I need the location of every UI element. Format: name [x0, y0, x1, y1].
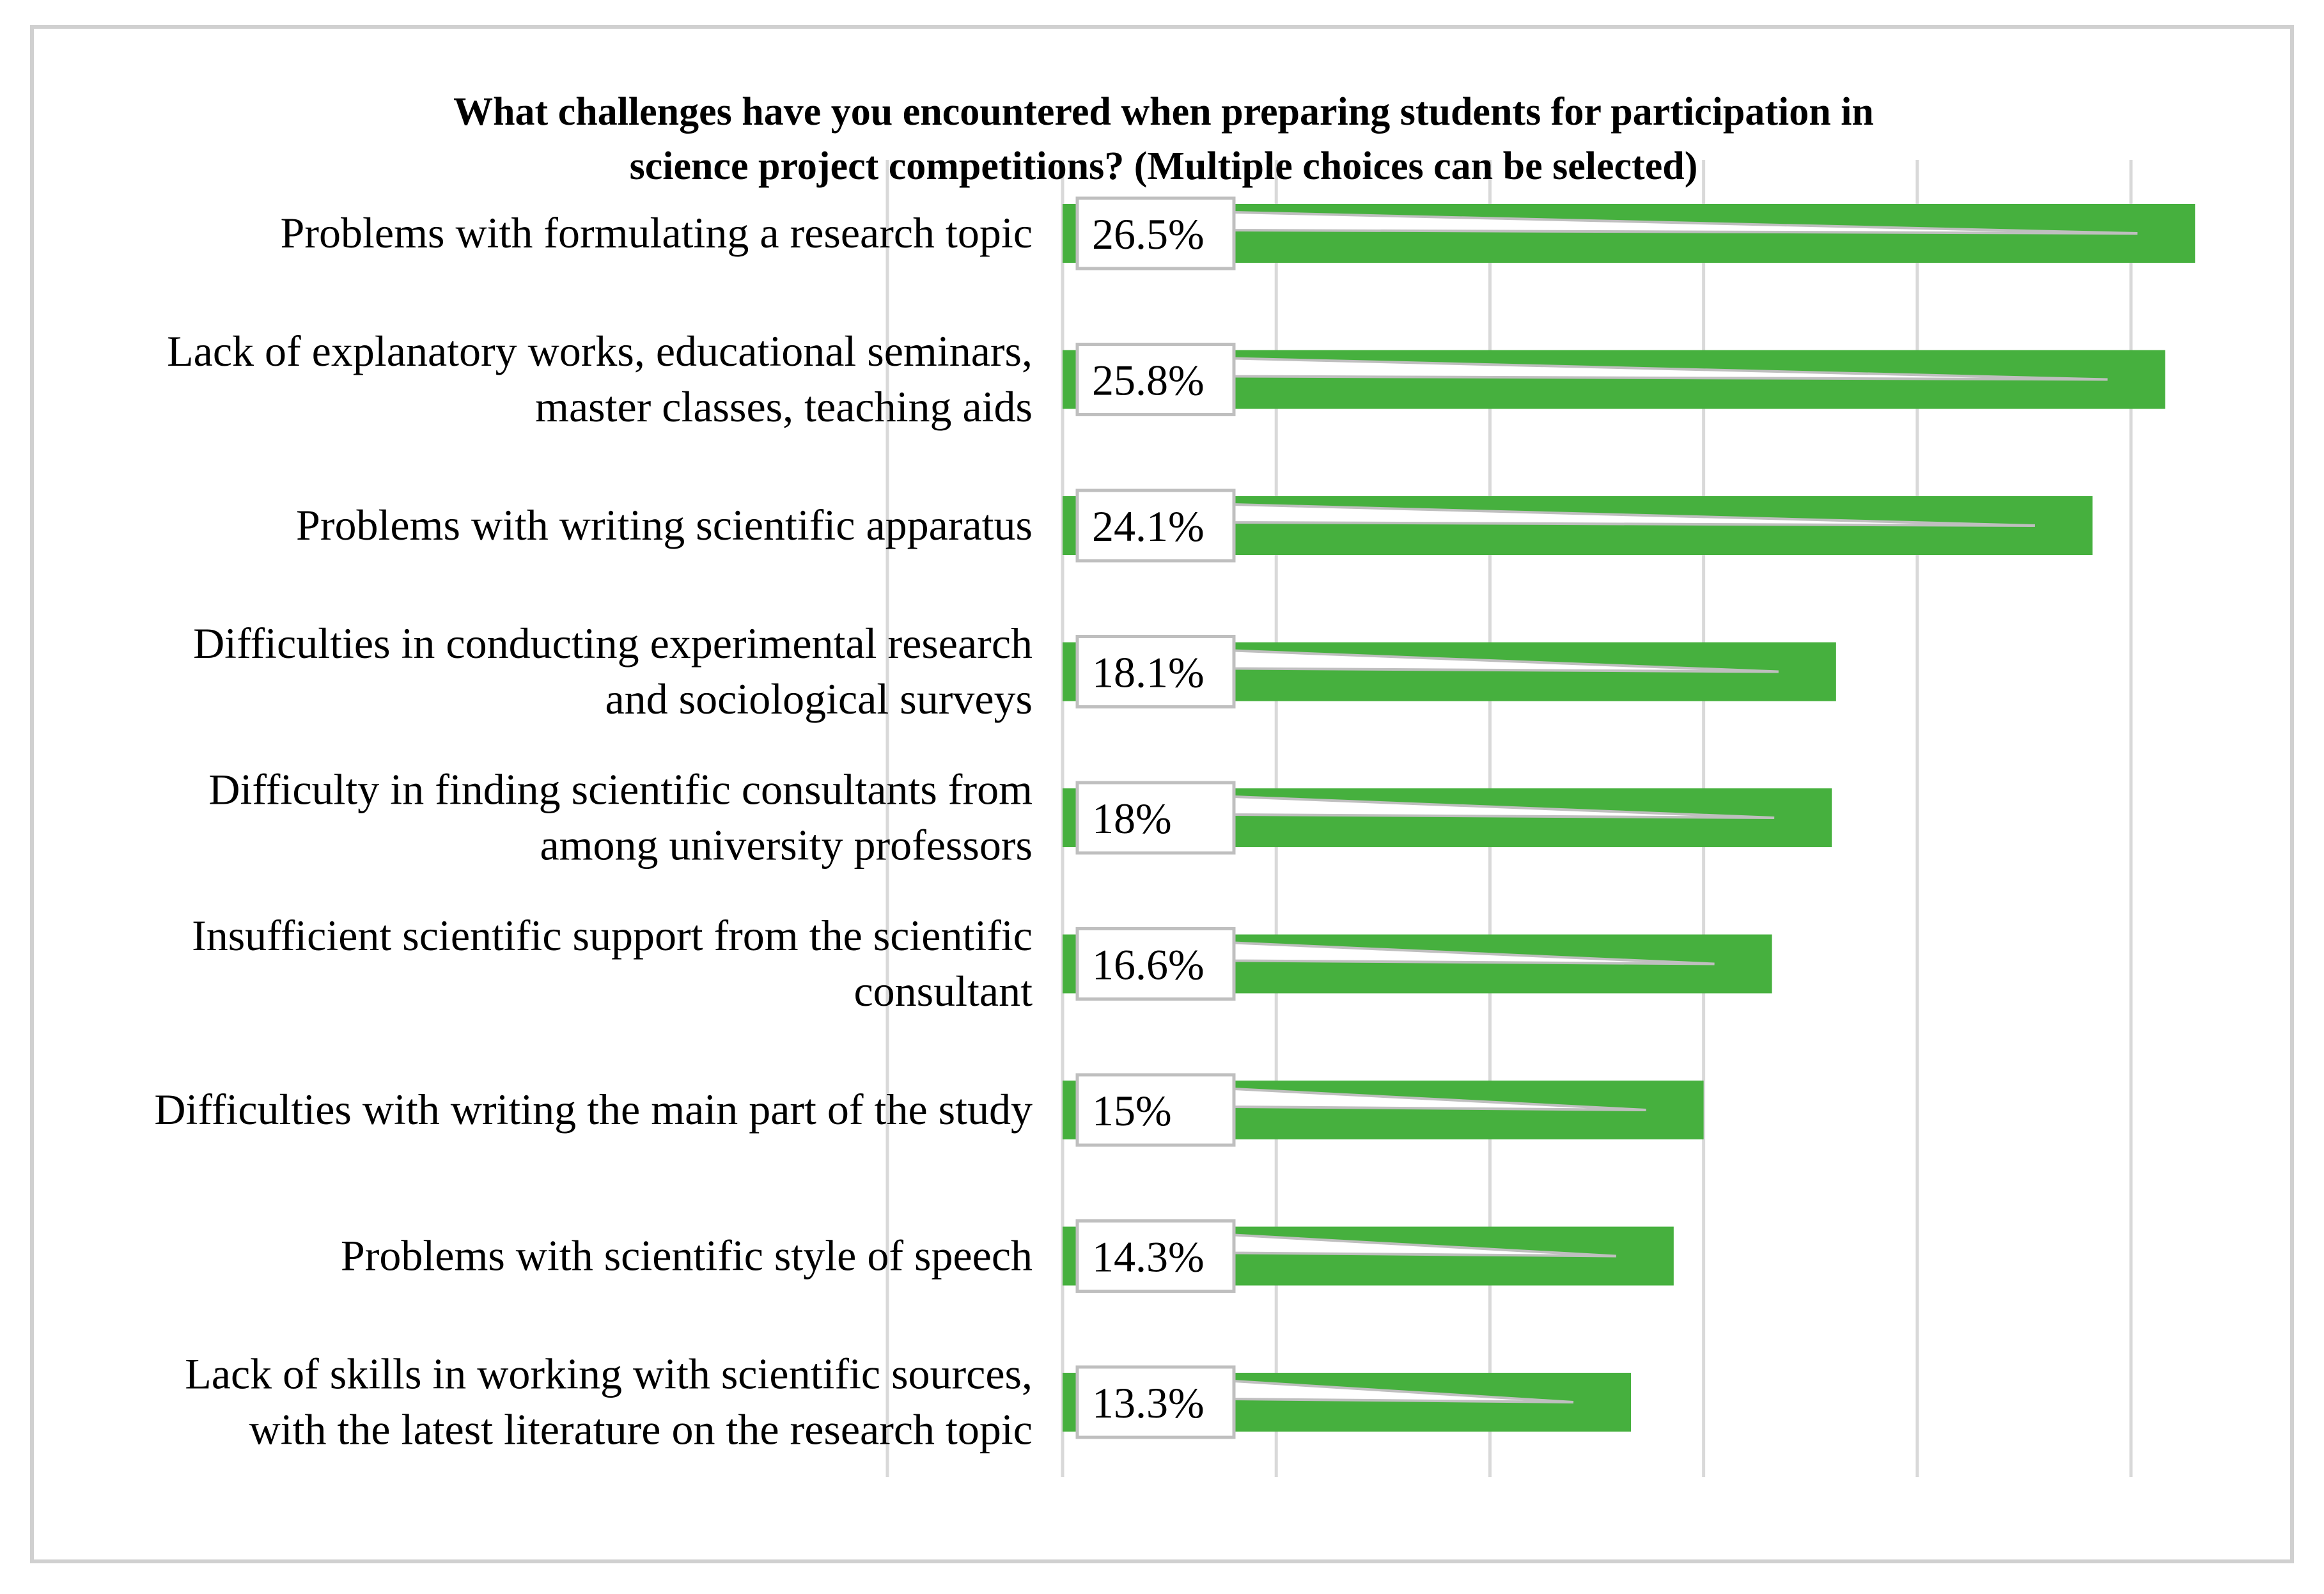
category-label-line: Difficulties with writing the main part …: [154, 1085, 1033, 1134]
data-label-box: [1075, 927, 1236, 1001]
category-label-line: Problems with scientific style of speech: [341, 1231, 1033, 1280]
chart-title: What challenges have you encountered whe…: [453, 90, 1874, 188]
data-label-box: [1075, 1073, 1236, 1147]
data-label-box: [1075, 1219, 1236, 1293]
data-label-box: [1075, 488, 1236, 563]
category-label: Problems with formulating a research top…: [281, 208, 1033, 257]
category-label-line: and sociological surveys: [605, 675, 1033, 723]
category-label: Difficulties in conducting experimental …: [193, 619, 1033, 723]
data-label-box: [1075, 781, 1236, 855]
category-label-line: consultant: [854, 967, 1033, 1015]
category-label: Problems with writing scientific apparat…: [296, 501, 1033, 549]
category-label-line: with the latest literature on the resear…: [249, 1405, 1033, 1454]
data-label-box: [1075, 343, 1236, 416]
category-label-line: among university professors: [540, 821, 1033, 870]
category-label: Insufficient scientific support from the…: [192, 911, 1033, 1015]
category-label-line: Insufficient scientific support from the…: [192, 911, 1033, 960]
data-label: 14.3%: [1092, 1233, 1205, 1281]
category-labels: Problems with formulating a research top…: [154, 208, 1033, 1454]
data-label-box: [1075, 1365, 1236, 1439]
category-label: Difficulty in finding scientific consult…: [208, 765, 1033, 870]
category-label: Difficulties with writing the main part …: [154, 1085, 1033, 1134]
data-label: 18.1%: [1092, 648, 1205, 697]
data-label-box: [1075, 196, 1236, 270]
data-labels: 26.5% 25.8% 24.1% 18.1% 18% 16.6% 15% 14.3% 13.3…: [1075, 196, 2138, 1439]
category-label-line: master classes, teaching aids: [535, 382, 1033, 431]
category-label-line: Problems with formulating a research top…: [281, 208, 1033, 257]
data-label: 15%: [1092, 1086, 1172, 1135]
category-label-line: Problems with writing scientific apparat…: [296, 501, 1033, 549]
data-label: 13.3%: [1092, 1379, 1205, 1427]
data-label: 26.5%: [1092, 210, 1205, 258]
category-label-line: Lack of explanatory works, educational s…: [167, 327, 1033, 375]
category-label: Lack of explanatory works, educational s…: [167, 327, 1033, 431]
data-label-box: [1075, 635, 1236, 708]
category-label: Problems with scientific style of speech: [341, 1231, 1033, 1280]
data-label: 25.8%: [1092, 356, 1205, 405]
data-label: 18%: [1092, 794, 1172, 843]
data-label: 24.1%: [1092, 502, 1205, 551]
category-label-line: Lack of skills in working with scientifi…: [185, 1350, 1033, 1398]
chart-title-line: What challenges have you encountered whe…: [453, 90, 1874, 134]
category-label: Lack of skills in working with scientifi…: [185, 1350, 1033, 1454]
category-label-line: Difficulty in finding scientific consult…: [208, 765, 1033, 814]
category-label-line: Difficulties in conducting experimental …: [193, 619, 1033, 668]
chart-title-line: science project competitions? (Multiple …: [630, 145, 1698, 188]
data-label: 16.6%: [1092, 941, 1205, 989]
